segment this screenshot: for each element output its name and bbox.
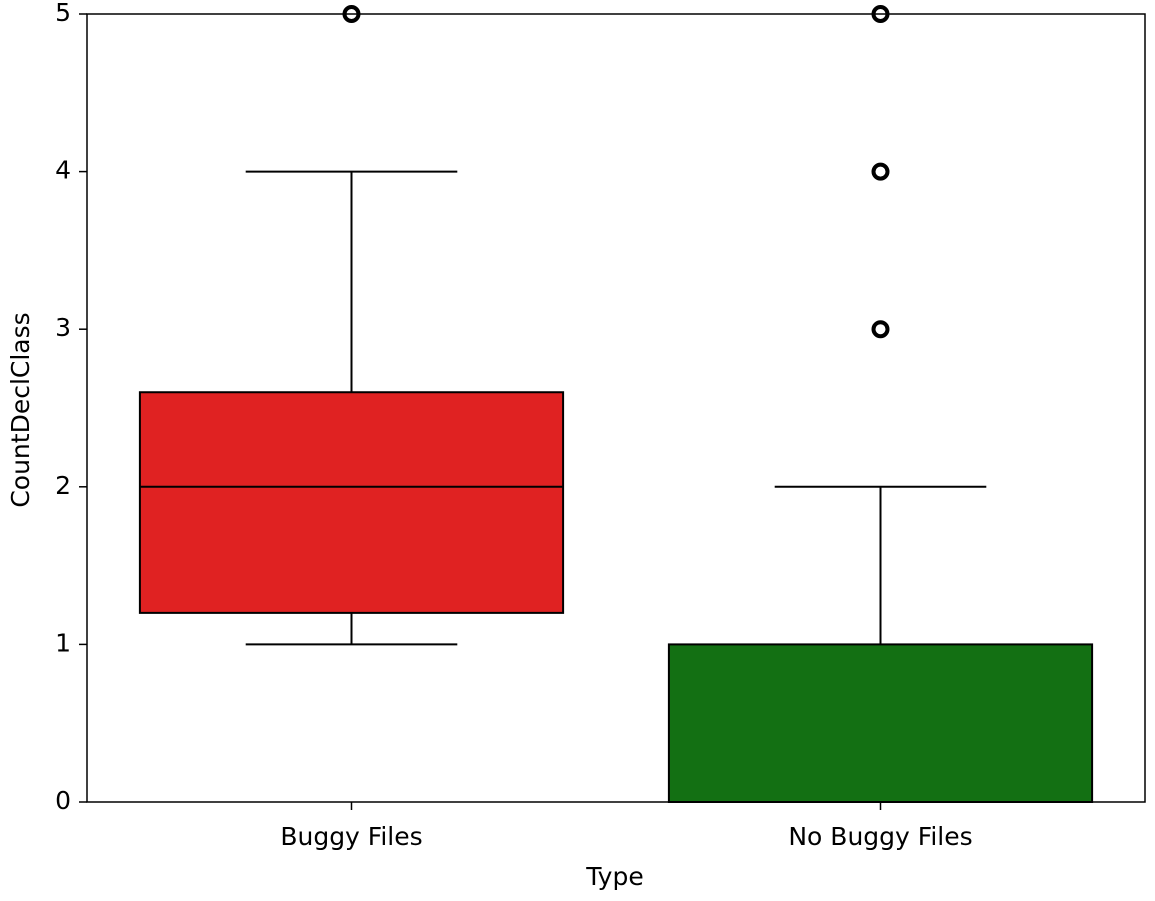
y-tick-label: 2 bbox=[55, 471, 71, 500]
box bbox=[138, 391, 565, 614]
x-axis-label: Type bbox=[585, 862, 643, 891]
y-tick-label: 4 bbox=[55, 156, 71, 185]
plot-frame bbox=[86, 13, 1146, 803]
y-axis-label: CountDeclClass bbox=[6, 312, 35, 507]
x-tick-label: Buggy Files bbox=[280, 822, 422, 851]
outlier bbox=[871, 162, 890, 181]
outlier bbox=[871, 320, 890, 339]
y-tick-label: 1 bbox=[55, 628, 71, 657]
box bbox=[667, 643, 1094, 804]
x-tick-label: No Buggy Files bbox=[788, 822, 972, 851]
y-tick-label: 0 bbox=[55, 786, 71, 815]
y-tick-label: 3 bbox=[55, 313, 71, 342]
y-tick-label: 5 bbox=[55, 0, 71, 27]
